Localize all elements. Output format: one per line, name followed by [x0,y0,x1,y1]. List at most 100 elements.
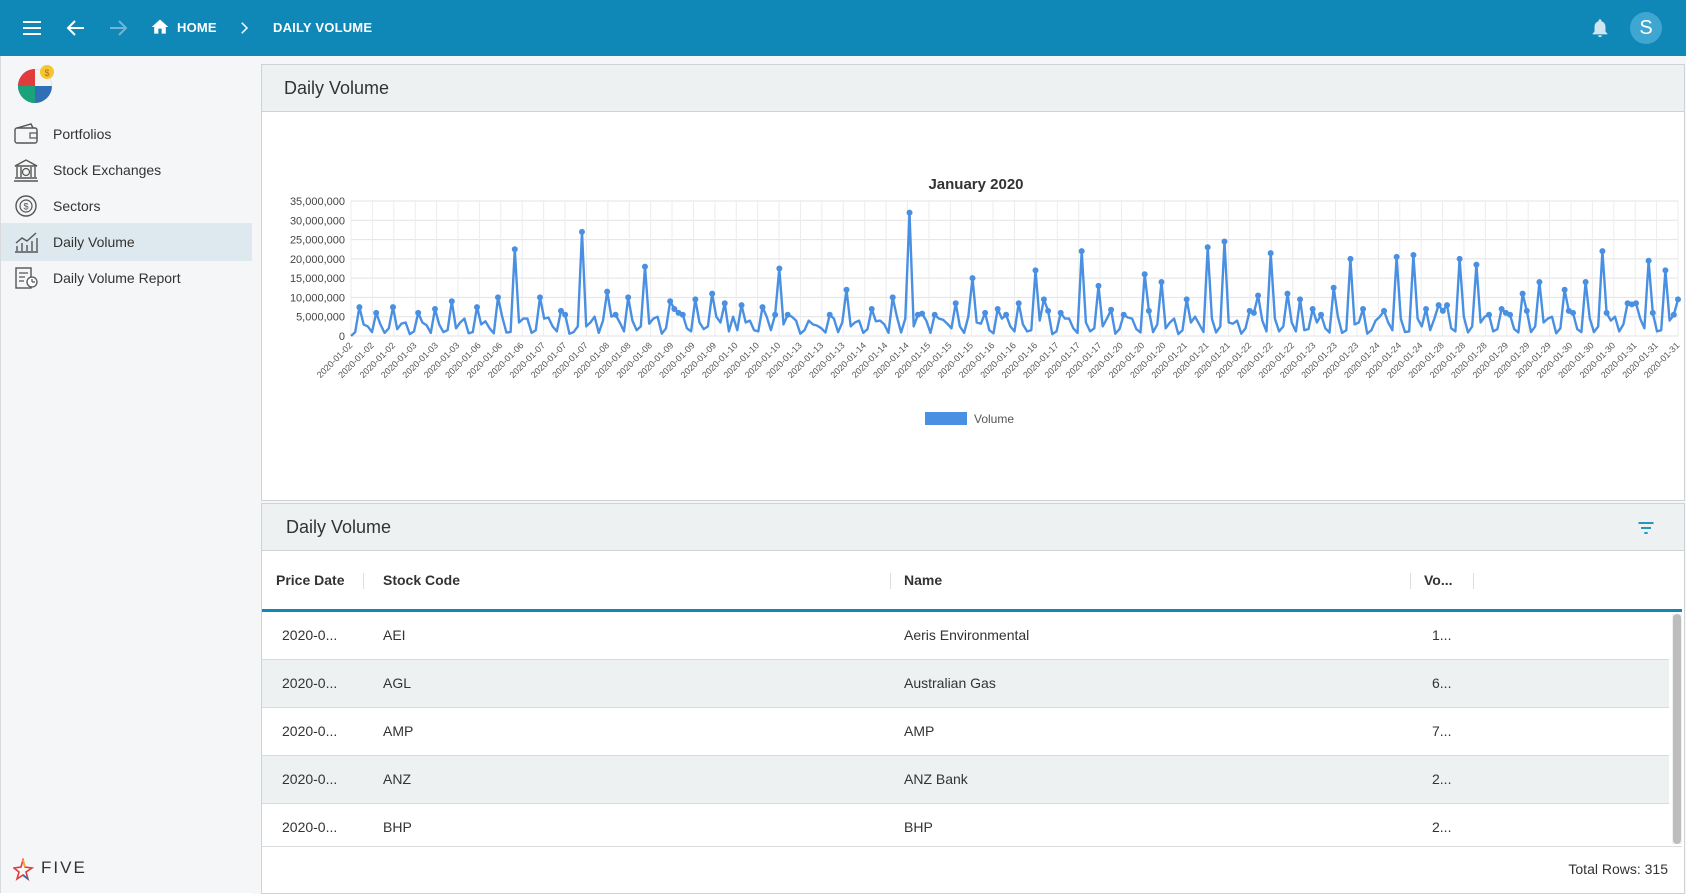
data-point[interactable] [1255,292,1262,299]
data-point[interactable] [692,296,699,303]
column-divider[interactable] [363,573,364,589]
data-point[interactable] [1670,311,1677,318]
data-point[interactable] [373,309,380,316]
data-point[interactable] [557,307,564,314]
column-divider[interactable] [1473,573,1474,589]
data-point[interactable] [1633,300,1640,307]
data-point[interactable] [1523,307,1530,314]
sidebar-item-sectors[interactable]: $ Sectors [1,187,252,225]
data-point[interactable] [843,286,850,293]
table-row[interactable]: 2020-0... ANZ ANZ Bank 2... [262,756,1669,804]
data-point[interactable] [1599,248,1606,255]
data-point[interactable] [562,311,569,318]
column-header-name[interactable]: Name [904,572,943,588]
data-point[interactable] [772,311,779,318]
back-arrow-icon[interactable] [64,16,88,40]
data-point[interactable] [1456,255,1463,262]
data-point[interactable] [1603,309,1610,316]
data-point[interactable] [473,304,480,311]
data-point[interactable] [1649,309,1656,316]
data-point[interactable] [1108,306,1115,313]
data-point[interactable] [1250,309,1257,316]
sidebar-item-portfolios[interactable]: Portfolios [1,115,252,153]
data-point[interactable] [982,309,989,316]
data-point[interactable] [1284,290,1291,297]
data-point[interactable] [784,311,791,318]
data-point[interactable] [1444,302,1451,309]
table-row[interactable]: 2020-0... AGL Australian Gas 6... [262,660,1669,708]
data-point[interactable] [1662,267,1669,274]
data-point[interactable] [889,294,896,301]
data-point[interactable] [415,309,422,316]
data-point[interactable] [931,311,938,318]
data-point[interactable] [1145,307,1152,314]
sidebar-item-daily-volume[interactable]: Daily Volume [1,223,252,261]
breadcrumb-home[interactable]: HOME [177,20,217,35]
data-point[interactable] [1032,267,1039,274]
table-scrollbar[interactable] [1672,614,1682,844]
data-point[interactable] [952,300,959,307]
data-point[interactable] [1570,309,1577,316]
home-icon[interactable] [150,17,170,37]
data-point[interactable] [969,275,976,282]
data-point[interactable] [994,306,1001,312]
column-divider[interactable] [890,573,891,589]
table-row[interactable]: 2020-0... AEI Aeris Environmental 1... [262,612,1669,660]
data-point[interactable] [1040,296,1047,303]
data-point[interactable] [1003,311,1010,318]
data-point[interactable] [625,294,632,301]
data-point[interactable] [906,209,913,216]
data-point[interactable] [1675,296,1681,303]
data-point[interactable] [511,246,518,253]
column-header-stock-code[interactable]: Stock Code [383,572,461,588]
scrollbar-thumb[interactable] [1673,614,1681,844]
filter-icon[interactable] [1636,518,1656,538]
data-point[interactable] [494,294,501,301]
data-point[interactable] [578,228,585,235]
data-point[interactable] [1536,279,1543,285]
data-point[interactable] [1561,286,1568,293]
data-point[interactable] [1221,238,1228,245]
data-point[interactable] [1204,244,1211,251]
data-point[interactable] [1309,306,1316,312]
data-point[interactable] [641,263,648,270]
data-point[interactable] [389,304,396,311]
data-point[interactable] [1582,279,1589,285]
data-point[interactable] [612,311,619,318]
data-point[interactable] [1498,306,1505,312]
data-point[interactable] [1519,290,1526,297]
data-point[interactable] [709,290,716,297]
data-point[interactable] [1057,309,1064,316]
data-point[interactable] [738,302,745,309]
data-point[interactable] [667,298,674,305]
sidebar-item-stock-exchanges[interactable]: Stock Exchanges [1,151,252,189]
data-point[interactable] [1158,279,1165,285]
data-point[interactable] [1318,311,1325,318]
data-point[interactable] [1423,306,1430,312]
data-point[interactable] [431,306,438,312]
column-divider[interactable] [1410,573,1411,589]
data-point[interactable] [776,265,783,272]
table-row[interactable]: 2020-0... AMP AMP 7... [262,708,1669,756]
column-header-price-date[interactable]: Price Date [276,572,345,588]
data-point[interactable] [448,298,455,305]
data-point[interactable] [1183,296,1190,303]
data-point[interactable] [1347,255,1354,262]
menu-icon[interactable] [20,16,44,40]
data-point[interactable] [1120,311,1127,318]
data-point[interactable] [868,306,875,312]
data-point[interactable] [1045,307,1052,314]
data-point[interactable] [1473,261,1480,268]
data-point[interactable] [671,306,678,312]
data-point[interactable] [536,294,543,301]
column-header-volume[interactable]: Vo... [1424,572,1453,588]
data-point[interactable] [1439,307,1446,314]
forward-arrow-icon[interactable] [106,16,130,40]
data-point[interactable] [1507,311,1514,318]
data-point[interactable] [604,288,611,295]
data-point[interactable] [1078,248,1085,255]
data-point[interactable] [1095,282,1102,289]
data-point[interactable] [759,304,766,311]
data-point[interactable] [1015,300,1022,307]
data-point[interactable] [1410,252,1417,258]
